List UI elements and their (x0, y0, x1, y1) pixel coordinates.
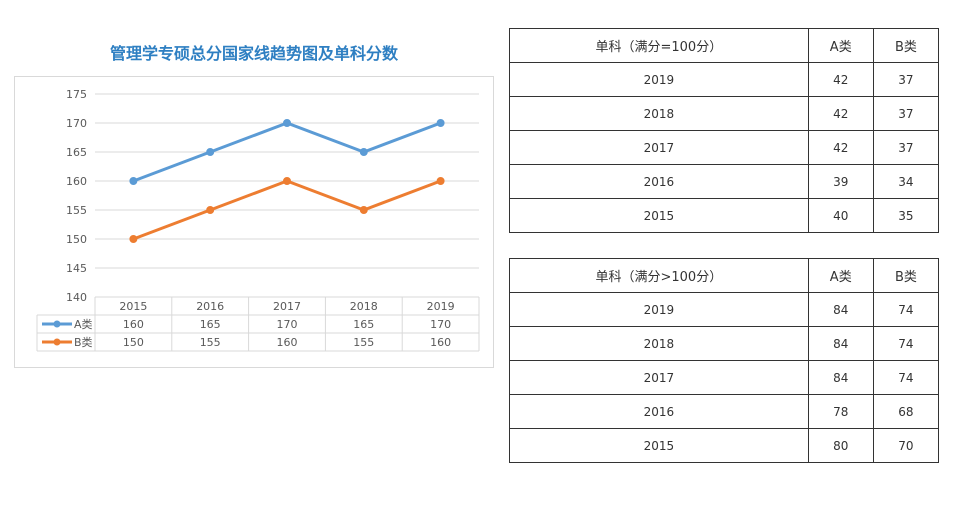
legend-label: B类 (74, 335, 93, 349)
data-table-value: 155 (200, 336, 221, 349)
data-point (206, 148, 215, 156)
data-point (129, 235, 138, 243)
table-header-b: B类 (872, 258, 940, 293)
table-cell-b: 70 (872, 428, 940, 463)
table-cell-a: 39 (807, 164, 874, 199)
table-cell-a: 42 (807, 62, 874, 97)
table-row: 2017 42 37 (509, 130, 940, 165)
table-cell-year: 2018 (509, 96, 809, 131)
data-point (206, 206, 215, 214)
table-cell-year: 2019 (509, 292, 809, 327)
y-tick-label: 140 (66, 291, 87, 304)
table-header-a: A类 (807, 258, 874, 293)
data-table-value: 155 (353, 336, 374, 349)
table-cell-a: 84 (807, 326, 874, 361)
table-cell-a: 40 (807, 198, 874, 233)
data-table-value: 170 (277, 318, 298, 331)
table-cell-b: 34 (872, 164, 940, 199)
table-cell-year: 2015 (509, 198, 809, 233)
table-header-b: B类 (872, 28, 940, 63)
x-tick-label: 2018 (350, 300, 378, 313)
table-row: 2015 40 35 (509, 198, 940, 233)
data-point (359, 206, 368, 214)
x-tick-label: 2019 (427, 300, 455, 313)
y-tick-label: 165 (66, 146, 87, 159)
chart-title: 管理学专硕总分国家线趋势图及单科分数 (109, 44, 398, 63)
table-cell-b: 35 (872, 198, 940, 233)
data-table-value: 160 (430, 336, 451, 349)
table-row: 2015 80 70 (509, 428, 940, 463)
table-row: 2017 84 74 (509, 360, 940, 395)
table-row: 2019 42 37 (509, 62, 940, 97)
table-cell-a: 84 (807, 360, 874, 395)
table-header-row: 单科（满分>100分） A类 B类 (509, 258, 940, 293)
data-point (436, 177, 445, 185)
x-tick-label: 2017 (273, 300, 301, 313)
table-cell-b: 74 (872, 326, 940, 361)
y-tick-label: 175 (66, 88, 87, 101)
table-row: 2018 42 37 (509, 96, 940, 131)
table-cell-year: 2015 (509, 428, 809, 463)
legend-label: A类 (74, 317, 93, 331)
table-row: 2018 84 74 (509, 326, 940, 361)
table-cell-a: 80 (807, 428, 874, 463)
line-chart: 140 145 150 155 160 165 170 175 2015 2016 2017 2018… (14, 76, 494, 368)
data-point (436, 119, 445, 127)
table-header-a: A类 (807, 28, 874, 63)
data-point (129, 177, 138, 185)
single-subject-table-over-100: 单科（满分>100分） A类 B类 2019 84 74 2018 84 74 … (509, 258, 940, 463)
table-header-row: 单科（满分=100分） A类 B类 (509, 28, 940, 63)
table-cell-a: 78 (807, 394, 874, 429)
table-row: 2019 84 74 (509, 292, 940, 327)
data-table-value: 160 (277, 336, 298, 349)
table-cell-year: 2019 (509, 62, 809, 97)
data-table-value: 165 (353, 318, 374, 331)
table-cell-a: 84 (807, 292, 874, 327)
table-cell-a: 42 (807, 96, 874, 131)
y-tick-label: 160 (66, 175, 87, 188)
x-tick-label: 2016 (196, 300, 224, 313)
table-cell-b: 37 (872, 62, 940, 97)
data-table-value: 170 (430, 318, 451, 331)
table-cell-b: 68 (872, 394, 940, 429)
y-tick-label: 170 (66, 117, 87, 130)
table-cell-b: 74 (872, 292, 940, 327)
table-cell-year: 2017 (509, 360, 809, 395)
table-cell-year: 2016 (509, 394, 809, 429)
chart-svg: 140 145 150 155 160 165 170 175 2015 2016 2017 2018… (36, 88, 480, 352)
data-point (359, 148, 368, 156)
table-cell-year: 2016 (509, 164, 809, 199)
x-tick-label: 2015 (119, 300, 147, 313)
y-tick-label: 145 (66, 262, 87, 275)
y-tick-label: 150 (66, 233, 87, 246)
data-table-value: 150 (123, 336, 144, 349)
single-subject-table-100: 单科（满分=100分） A类 B类 2019 42 37 2018 42 37 … (509, 28, 940, 233)
data-table-value: 160 (123, 318, 144, 331)
table-cell-year: 2018 (509, 326, 809, 361)
table-header-subject: 单科（满分=100分） (509, 28, 809, 63)
table-header-subject: 单科（满分>100分） (509, 258, 809, 293)
data-point (283, 119, 291, 127)
table-cell-a: 42 (807, 130, 874, 165)
legend-swatch-marker (53, 320, 61, 328)
table-cell-b: 74 (872, 360, 940, 395)
legend-swatch-marker (53, 338, 61, 346)
data-point (283, 177, 291, 185)
table-cell-b: 37 (872, 130, 940, 165)
table-row: 2016 39 34 (509, 164, 940, 199)
data-table-value: 165 (200, 318, 221, 331)
table-cell-b: 37 (872, 96, 940, 131)
table-cell-year: 2017 (509, 130, 809, 165)
y-tick-label: 155 (66, 204, 87, 217)
table-row: 2016 78 68 (509, 394, 940, 429)
